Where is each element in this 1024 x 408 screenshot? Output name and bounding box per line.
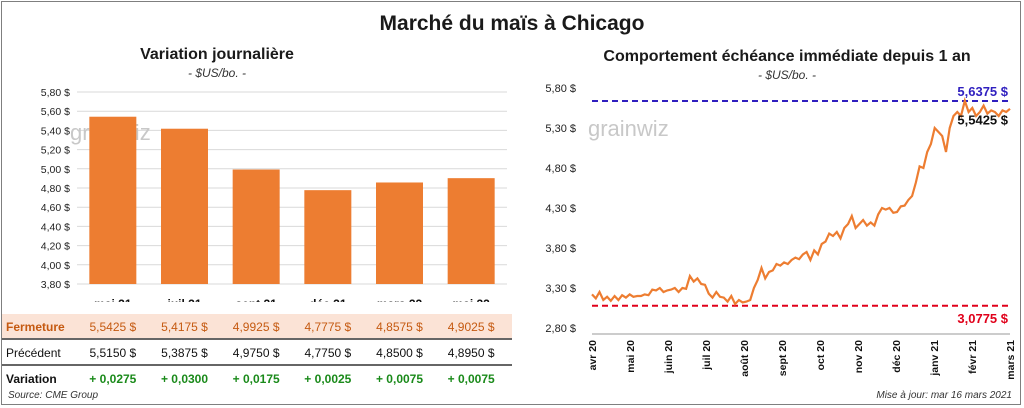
update-note: Mise à jour: mar 16 mars 2021 (876, 390, 1012, 401)
y-tick-label: 5,40 $ (41, 125, 70, 137)
bar-chart-x-axis: mai 21 juil 21 sept 21 déc 21 mars 22 mai 22 (94, 297, 490, 302)
left-chart-unit: - $US/bo. - (187, 66, 247, 80)
change-cell: + 0,0075 (376, 372, 423, 386)
low-label: 3,0775 $ (957, 311, 1008, 326)
y-tick-label: 4,30 $ (545, 203, 576, 215)
change-cell: + 0,0275 (89, 372, 136, 386)
prev-cell: 4,7750 $ (304, 346, 351, 360)
x-tick-label: mai 22 (452, 297, 490, 302)
prev-cell: 5,5150 $ (89, 346, 136, 360)
change-cell: + 0,0075 (448, 372, 495, 386)
x-tick-label: déc 21 (309, 297, 347, 302)
change-cell: + 0,0300 (161, 372, 208, 386)
y-tick-label: 5,60 $ (41, 106, 70, 118)
x-tick-label: juil 21 (166, 297, 201, 302)
high-label: 5,6375 $ (957, 84, 1008, 99)
bar (447, 178, 495, 284)
close-cell: 4,8575 $ (376, 320, 423, 334)
bar-chart-grid (77, 91, 507, 285)
x-tick-label: sept 20 (777, 340, 789, 376)
line-chart-labels: 5,6375 $ 3,0775 $ 5,5425 $ (957, 84, 1008, 326)
x-tick-label: mai 21 (94, 297, 132, 302)
bar (232, 169, 280, 284)
y-tick-label: 4,40 $ (41, 221, 70, 233)
x-tick-label: janv 21 (929, 340, 941, 377)
y-tick-label: 3,30 $ (545, 283, 576, 295)
left-chart-title: Variation journalière (140, 46, 294, 63)
price-series-line (591, 96, 1011, 306)
bar (161, 128, 208, 284)
row-label-change: Variation (6, 372, 57, 386)
y-tick-label: 4,80 $ (41, 183, 70, 195)
prev-cell: 4,8950 $ (448, 346, 495, 360)
main-title: Marché du maïs à Chicago (379, 12, 645, 35)
bar-chart-bars (89, 116, 495, 284)
y-tick-label: 3,80 $ (41, 279, 70, 291)
bar (304, 190, 352, 284)
line-chart-y-axis: 2,80 $ 3,30 $ 3,80 $ 4,30 $ 4,80 $ 5,30 $ 5,80… (545, 83, 1010, 335)
close-cell: 4,9025 $ (448, 320, 495, 334)
y-tick-label: 5,80 $ (41, 87, 70, 99)
x-tick-label: sept 21 (235, 297, 277, 302)
change-cell: + 0,0175 (233, 372, 280, 386)
x-tick-label: mai 20 (625, 340, 637, 373)
source-note: Source: CME Group (8, 390, 99, 401)
y-tick-label: 4,80 $ (545, 163, 576, 175)
x-tick-label: oct 20 (815, 340, 827, 371)
x-tick-label: févr 21 (967, 340, 979, 374)
close-cell: 5,5425 $ (89, 320, 136, 334)
y-tick-label: 4,20 $ (41, 241, 70, 253)
close-row-highlight (2, 314, 512, 338)
y-tick-label: 5,20 $ (41, 145, 70, 157)
line-chart: 2,80 $ 3,30 $ 3,80 $ 4,30 $ 4,80 $ 5,30 $ 5,80… (545, 83, 1017, 380)
y-tick-label: 4,60 $ (41, 202, 70, 214)
watermark: grainwiz (588, 116, 669, 141)
price-table: Fermeture Précédent Variation 5,5425 $5,… (2, 314, 512, 386)
x-tick-label: mars 21 (1005, 340, 1017, 380)
close-cell: 4,7775 $ (304, 320, 351, 334)
bar (376, 182, 423, 284)
y-tick-label: 2,80 $ (545, 323, 576, 335)
y-tick-label: 3,80 $ (545, 243, 576, 255)
y-tick-label: 4,00 $ (41, 260, 70, 272)
table-cells: 5,5425 $ 5,4175 $ 4,9925 $ 4,7775 $ 4,8575 $… (89, 320, 495, 386)
y-tick-label: 5,00 $ (41, 164, 70, 176)
close-cell: 4,9925 $ (233, 320, 280, 334)
bar-chart-y-axis: 3,80 $ 4,00 $ 4,20 $ 4,40 $ 4,60 $ 4,80 $ 5,00… (41, 87, 70, 291)
x-tick-label: nov 20 (853, 340, 865, 373)
row-label-prev: Précédent (6, 346, 61, 360)
bar (89, 116, 137, 284)
prev-cell: 4,9750 $ (233, 346, 280, 360)
x-tick-label: juin 20 (663, 340, 675, 374)
y-tick-label: 5,80 $ (545, 83, 576, 95)
right-chart-unit: - $US/bo. - (757, 68, 817, 82)
prev-cell: 5,3875 $ (161, 346, 208, 360)
close-cell: 5,4175 $ (161, 320, 208, 334)
row-label-close: Fermeture (6, 320, 65, 334)
last-value-label: 5,5425 $ (957, 113, 1008, 128)
x-tick-label: avr 20 (587, 340, 599, 371)
x-tick-label: août 20 (739, 340, 751, 377)
line-chart-x-axis: avr 20 mai 20 juin 20 juil 20 août 20 sept 20… (587, 340, 1017, 380)
bar-chart: 3,80 $ 4,00 $ 4,20 $ 4,40 $ 4,60 $ 4,80 $ 5,00… (41, 87, 507, 302)
prev-cell: 4,8500 $ (376, 346, 423, 360)
change-cell: + 0,0025 (304, 372, 351, 386)
x-tick-label: juil 20 (701, 340, 713, 371)
y-tick-label: 5,30 $ (545, 123, 576, 135)
x-tick-label: déc 20 (891, 340, 903, 373)
x-tick-label: mars 22 (377, 297, 423, 302)
right-chart-title: Comportement échéance immédiate depuis 1… (603, 48, 971, 65)
